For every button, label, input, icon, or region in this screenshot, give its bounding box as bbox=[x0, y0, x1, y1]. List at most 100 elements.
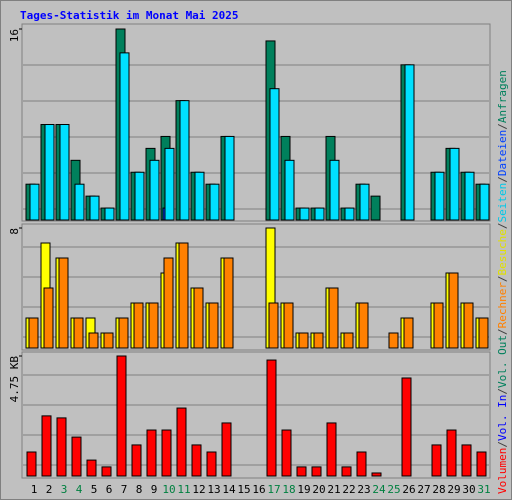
x-tick-label: 13 bbox=[207, 483, 220, 496]
bar bbox=[58, 257, 69, 349]
legend-separator: / bbox=[496, 441, 509, 448]
bar bbox=[478, 317, 489, 349]
x-tick-label: 12 bbox=[192, 483, 205, 496]
bar bbox=[446, 429, 457, 477]
bar bbox=[118, 317, 129, 349]
bar bbox=[44, 124, 55, 221]
bar bbox=[206, 451, 217, 477]
x-tick-label: 7 bbox=[121, 483, 128, 496]
x-tick-label: 17 bbox=[267, 483, 280, 496]
bar bbox=[133, 302, 144, 349]
bar bbox=[269, 88, 280, 221]
bar bbox=[29, 183, 40, 221]
legend-separator: / bbox=[496, 275, 509, 282]
y-tick-label: 8 bbox=[8, 228, 21, 235]
bar bbox=[43, 287, 54, 349]
legend-separator: / bbox=[496, 328, 509, 335]
bar bbox=[119, 52, 130, 221]
x-tick-label: 28 bbox=[432, 483, 445, 496]
bar bbox=[479, 183, 490, 221]
bar bbox=[134, 171, 145, 221]
bar bbox=[194, 171, 205, 221]
bar bbox=[223, 257, 234, 349]
bar bbox=[179, 100, 190, 221]
legend-entry: Volumen bbox=[496, 448, 509, 494]
bar bbox=[148, 302, 159, 349]
bar bbox=[176, 407, 187, 477]
bar bbox=[26, 451, 37, 477]
bar bbox=[101, 466, 112, 477]
chart-title: Tages-Statistik im Monat Mai 2025 bbox=[20, 9, 239, 22]
legend: Volumen/Vol. In/Vol. Out/Rechner/Besuche… bbox=[496, 70, 509, 494]
bar bbox=[208, 302, 219, 349]
bar bbox=[461, 444, 472, 477]
legend-entry: Anfragen bbox=[496, 70, 509, 123]
bar bbox=[326, 422, 337, 477]
bar bbox=[74, 183, 85, 221]
bar bbox=[164, 147, 175, 221]
bar bbox=[434, 171, 445, 221]
bar bbox=[163, 257, 174, 349]
x-tick-label: 11 bbox=[177, 483, 190, 496]
bar bbox=[59, 124, 70, 221]
x-tick-label: 9 bbox=[151, 483, 158, 496]
x-tick-label: 15 bbox=[237, 483, 250, 496]
x-tick-label: 27 bbox=[417, 483, 430, 496]
legend-separator: / bbox=[496, 388, 509, 395]
bar bbox=[296, 466, 307, 477]
bar bbox=[266, 359, 277, 477]
bar bbox=[28, 317, 39, 349]
bar bbox=[88, 332, 99, 349]
bar bbox=[103, 332, 114, 349]
bar bbox=[299, 207, 310, 221]
x-tick-label: 31 bbox=[477, 483, 490, 496]
x-tick-label: 21 bbox=[327, 483, 340, 496]
panel bbox=[21, 23, 491, 222]
bar bbox=[464, 171, 475, 221]
bar bbox=[431, 444, 442, 477]
bar bbox=[404, 64, 415, 221]
bar bbox=[329, 159, 340, 221]
x-tick-label: 14 bbox=[222, 483, 236, 496]
bar bbox=[476, 451, 487, 477]
bar bbox=[343, 332, 354, 349]
x-tick-label: 5 bbox=[91, 483, 98, 496]
x-tick-label: 10 bbox=[162, 483, 175, 496]
bar bbox=[359, 183, 370, 221]
bar bbox=[284, 159, 295, 221]
bar bbox=[104, 207, 115, 221]
bar bbox=[448, 272, 459, 349]
bar bbox=[56, 417, 67, 477]
x-tick-label: 8 bbox=[136, 483, 143, 496]
bar bbox=[433, 302, 444, 349]
y-tick-label: 16 bbox=[8, 29, 21, 42]
bar bbox=[89, 195, 100, 221]
x-tick-label: 16 bbox=[252, 483, 265, 496]
bar bbox=[268, 302, 279, 349]
legend-separator: / bbox=[496, 176, 509, 183]
panel bbox=[21, 351, 491, 479]
bar bbox=[401, 377, 412, 477]
bar bbox=[191, 444, 202, 477]
x-tick-label: 29 bbox=[447, 483, 460, 496]
x-tick-label: 22 bbox=[342, 483, 355, 496]
legend-entry: Seiten bbox=[496, 183, 509, 223]
bar bbox=[314, 207, 325, 221]
x-tick-label: 24 bbox=[372, 483, 386, 496]
bar bbox=[193, 287, 204, 349]
bar bbox=[449, 147, 460, 221]
bar bbox=[283, 302, 294, 349]
x-tick-label: 25 bbox=[387, 483, 400, 496]
legend-entry: Vol. Out bbox=[496, 335, 509, 388]
bar bbox=[178, 242, 189, 349]
x-tick-label: 23 bbox=[357, 483, 370, 496]
x-tick-label: 3 bbox=[61, 483, 68, 496]
bar bbox=[281, 429, 292, 477]
x-tick-label: 6 bbox=[106, 483, 113, 496]
y-tick-label: 4.75 KB bbox=[8, 356, 21, 403]
bar bbox=[86, 459, 97, 477]
bar bbox=[146, 429, 157, 477]
bar bbox=[161, 429, 172, 477]
bar bbox=[344, 207, 355, 221]
